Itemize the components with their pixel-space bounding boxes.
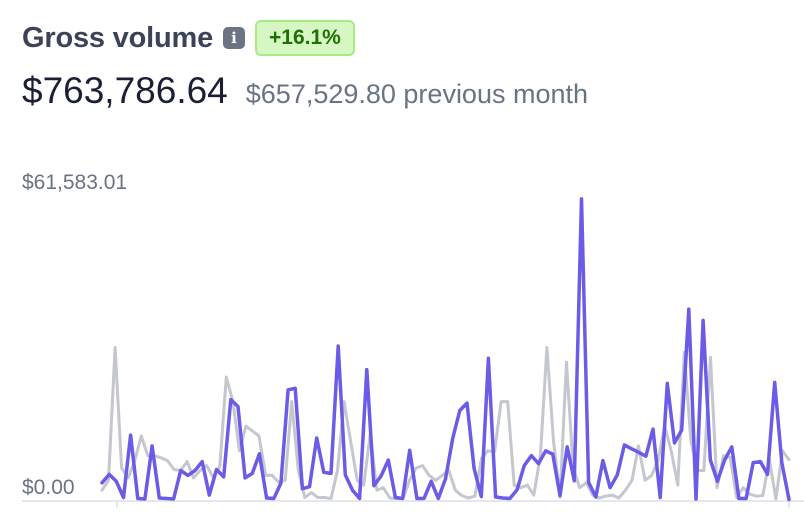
previous-value: $657,529.80 previous month — [245, 79, 589, 109]
card-header: Gross volume i +16.1% — [22, 18, 355, 58]
current-value: $763,786.64 — [22, 70, 228, 111]
y-axis-max-label: $61,583.01 — [22, 171, 128, 194]
card-title: Gross volume — [22, 21, 213, 54]
y-axis-min-label: $0.00 — [22, 476, 75, 499]
info-icon[interactable]: i — [223, 27, 245, 49]
change-badge: +16.1% — [255, 20, 355, 56]
summary-values: $763,786.64 $657,529.80 previous month — [22, 70, 588, 112]
current-period-line — [100, 197, 791, 502]
